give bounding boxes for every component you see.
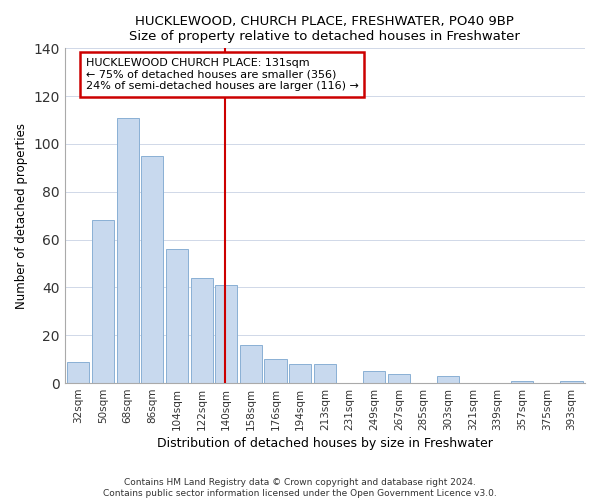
Text: HUCKLEWOOD CHURCH PLACE: 131sqm
← 75% of detached houses are smaller (356)
24% o: HUCKLEWOOD CHURCH PLACE: 131sqm ← 75% of… (86, 58, 359, 91)
Bar (240, 345, 262, 383)
Bar (191, 278, 213, 383)
Bar (92, 220, 114, 383)
Bar (388, 374, 410, 383)
Bar (265, 359, 287, 383)
Text: Contains HM Land Registry data © Crown copyright and database right 2024.
Contai: Contains HM Land Registry data © Crown c… (103, 478, 497, 498)
Bar (166, 249, 188, 383)
Bar (437, 376, 459, 383)
X-axis label: Distribution of detached houses by size in Freshwater: Distribution of detached houses by size … (157, 437, 493, 450)
Bar (560, 380, 583, 383)
Bar (116, 118, 139, 383)
Bar (67, 362, 89, 383)
Bar (289, 364, 311, 383)
Bar (215, 285, 238, 383)
Title: HUCKLEWOOD, CHURCH PLACE, FRESHWATER, PO40 9BP
Size of property relative to deta: HUCKLEWOOD, CHURCH PLACE, FRESHWATER, PO… (130, 15, 520, 43)
Bar (511, 380, 533, 383)
Y-axis label: Number of detached properties: Number of detached properties (15, 122, 28, 308)
Bar (363, 371, 385, 383)
Bar (314, 364, 336, 383)
Bar (141, 156, 163, 383)
